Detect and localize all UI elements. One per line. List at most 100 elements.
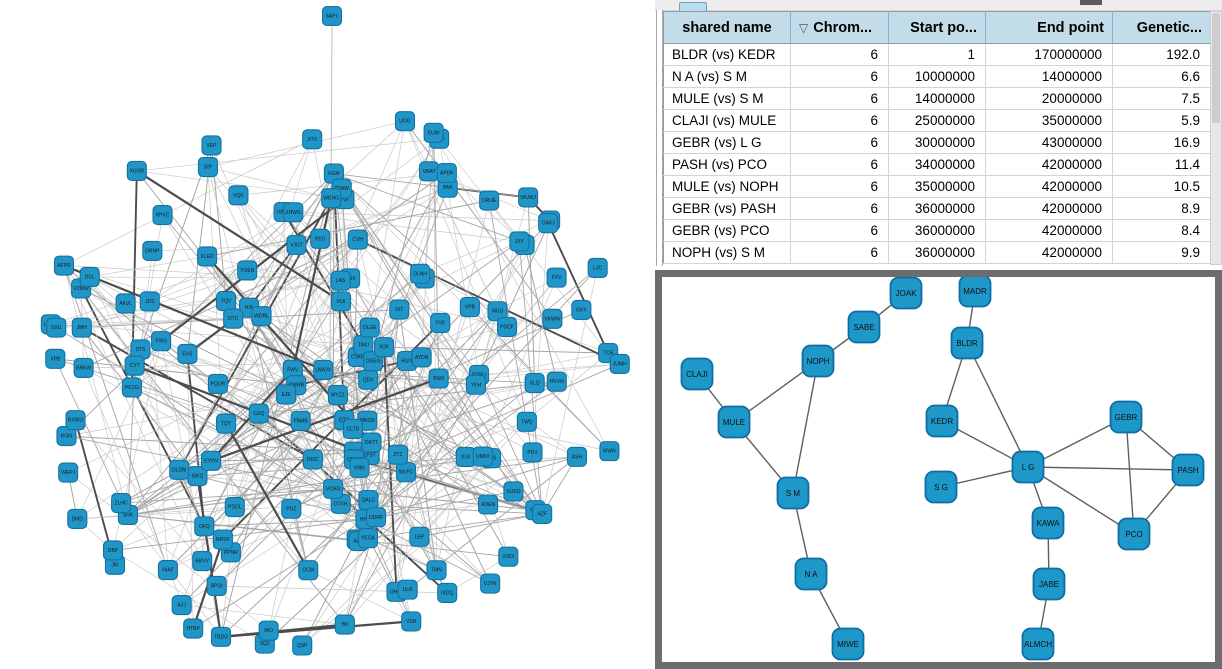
dense-node[interactable]: IXDQ — [437, 582, 458, 604]
dense-node[interactable]: VQK — [228, 185, 249, 206]
dense-node[interactable]: DKIC — [302, 449, 323, 470]
dense-node[interactable]: DTC — [223, 308, 244, 329]
dense-node[interactable]: AKVL — [115, 293, 136, 314]
dense-node[interactable]: TMN — [426, 560, 447, 581]
dense-node[interactable]: UOG — [394, 111, 416, 132]
dense-node[interactable]: EUW — [423, 122, 444, 143]
dense-node[interactable]: GXQ — [248, 403, 269, 424]
column-header-shared-name[interactable]: shared name — [663, 11, 791, 44]
edge-NOPH-S M[interactable] — [792, 360, 819, 494]
dense-node[interactable]: VLK — [330, 291, 352, 312]
table-row[interactable]: BLDR (vs) KEDR 6 1 170000000 192.0 — [663, 43, 1211, 66]
dense-node[interactable]: XPB — [45, 348, 66, 369]
table-row[interactable]: NOPH (vs) S M 6 36000000 42000000 9.9 — [663, 241, 1211, 264]
dense-node[interactable]: YQV — [216, 290, 237, 312]
node-N A[interactable]: N A — [794, 557, 828, 591]
dense-node[interactable]: ZLHC — [111, 493, 132, 514]
dense-node[interactable]: DMD — [67, 508, 88, 529]
dense-node[interactable]: QSP — [292, 635, 313, 656]
dense-node[interactable]: LAS — [330, 270, 351, 291]
dense-node[interactable]: HTBP — [183, 618, 204, 639]
dense-node[interactable]: BII — [334, 614, 355, 635]
dense-node[interactable]: XOF — [374, 337, 395, 358]
dense-node[interactable]: XUGR — [126, 160, 147, 181]
dense-node[interactable]: KNN — [349, 457, 370, 478]
dense-node[interactable]: WEHG — [321, 188, 342, 209]
table-row[interactable]: N A (vs) S M 6 10000000 14000000 6.6 — [663, 65, 1211, 88]
edge-L G-PCO[interactable] — [1027, 466, 1135, 535]
table-row[interactable]: GEBR (vs) PCO 6 36000000 42000000 8.4 — [663, 219, 1211, 242]
table-row[interactable]: GEBR (vs) L G 6 30000000 43000000 16.9 — [663, 131, 1211, 154]
dense-node[interactable]: WLFC — [395, 462, 417, 483]
dense-node[interactable]: ULR — [397, 579, 418, 600]
subnetwork-canvas[interactable]: JOAK SABE NOPH CLAJI MULE S M N A MIWE MADR BLDR K… — [655, 270, 1222, 669]
dense-node[interactable]: DIT — [389, 299, 410, 320]
dense-node[interactable]: VJYN — [480, 573, 501, 594]
dense-node[interactable]: OKTT — [361, 432, 382, 453]
dense-node[interactable]: JDS — [139, 291, 160, 312]
node-MULE[interactable]: MULE — [717, 405, 751, 439]
table-row[interactable]: GEBR (vs) PASH 6 36000000 42000000 8.9 — [663, 197, 1211, 220]
dense-node[interactable]: SAPL — [321, 5, 343, 27]
dense-node[interactable]: OFQ — [194, 516, 215, 537]
dense-node[interactable]: ADEN — [478, 494, 499, 515]
dense-node[interactable]: CYT — [124, 355, 145, 376]
dense-node[interactable]: WDRL — [251, 306, 272, 327]
dense-node[interactable]: EVS — [177, 343, 198, 365]
dense-node[interactable]: SIP — [197, 156, 219, 178]
dense-node[interactable]: MGU — [487, 301, 508, 322]
dense-node[interactable]: FWS — [151, 331, 172, 352]
dense-node[interactable]: CLTD — [342, 418, 363, 439]
dense-node[interactable]: IRO — [258, 620, 279, 641]
dense-node[interactable]: DBP — [102, 540, 124, 561]
dense-node[interactable]: DLNH — [410, 263, 431, 284]
column-header-start-po-[interactable]: Start po... — [888, 11, 986, 44]
node-MADR[interactable]: MADR — [958, 274, 992, 308]
dense-node[interactable]: TQY — [216, 413, 237, 434]
edge-L G-PASH[interactable] — [1027, 466, 1189, 471]
dense-node[interactable]: ASH — [566, 446, 588, 467]
dense-node[interactable]: TIMJ — [353, 334, 374, 356]
node-PCO[interactable]: PCO — [1117, 517, 1151, 551]
dense-node[interactable]: YEOA — [357, 528, 378, 549]
dense-node[interactable]: FYV — [546, 267, 567, 288]
dense-node[interactable]: PDDL — [224, 496, 245, 518]
dense-node[interactable]: TWQ — [516, 411, 537, 432]
dense-node[interactable]: DRNP — [142, 240, 163, 261]
dense-node[interactable]: EKVV — [192, 551, 213, 572]
dense-node[interactable]: BRKW — [73, 357, 94, 378]
dense-node[interactable]: UWOX — [313, 359, 334, 380]
node-KAWA[interactable]: KAWA — [1031, 506, 1065, 540]
dense-node[interactable]: HVVN — [546, 371, 567, 392]
dense-node[interactable]: QALC — [358, 489, 379, 511]
dense-node[interactable]: HLCG — [121, 377, 142, 398]
node-CLAJI[interactable]: CLAJI — [680, 357, 714, 391]
table-row[interactable]: MULE (vs) NOPH 6 35000000 42000000 10.5 — [663, 175, 1211, 198]
node-NOPH[interactable]: NOPH — [801, 344, 835, 378]
node-S M[interactable]: S M — [776, 476, 810, 510]
dense-node[interactable]: AFPR — [53, 255, 75, 276]
dense-node[interactable]: SXU — [46, 317, 67, 338]
node-SABE[interactable]: SABE — [847, 310, 881, 344]
dense-node[interactable]: DCL — [79, 266, 100, 288]
dense-node[interactable]: KPVC — [152, 205, 173, 226]
dense-node[interactable]: YKH — [465, 374, 487, 395]
dense-node[interactable]: APDK — [436, 162, 457, 184]
node-KEDR[interactable]: KEDR — [925, 404, 959, 438]
dense-node[interactable]: VKWW — [542, 308, 563, 329]
dense-node[interactable]: OLGE — [359, 317, 380, 338]
node-L G[interactable]: L G — [1011, 450, 1045, 484]
dense-node[interactable]: AJJ — [171, 594, 192, 616]
dense-node[interactable]: JMH — [71, 317, 92, 338]
dense-node[interactable]: DRUE — [479, 190, 500, 211]
dense-node[interactable]: VJUT — [286, 234, 307, 255]
dense-node[interactable]: JXY — [509, 231, 530, 252]
dense-node[interactable]: PDCF — [496, 316, 518, 338]
dense-node[interactable]: VPB — [459, 296, 480, 318]
dense-node[interactable]: XLK — [455, 446, 476, 467]
dense-node[interactable]: AYDN — [411, 347, 432, 368]
table-vertical-scrollbar[interactable] — [1210, 11, 1222, 265]
node-JOAK[interactable]: JOAK — [889, 276, 923, 310]
node-GEBR[interactable]: GEBR — [1109, 400, 1143, 434]
dense-node[interactable]: TBDG — [210, 626, 232, 647]
